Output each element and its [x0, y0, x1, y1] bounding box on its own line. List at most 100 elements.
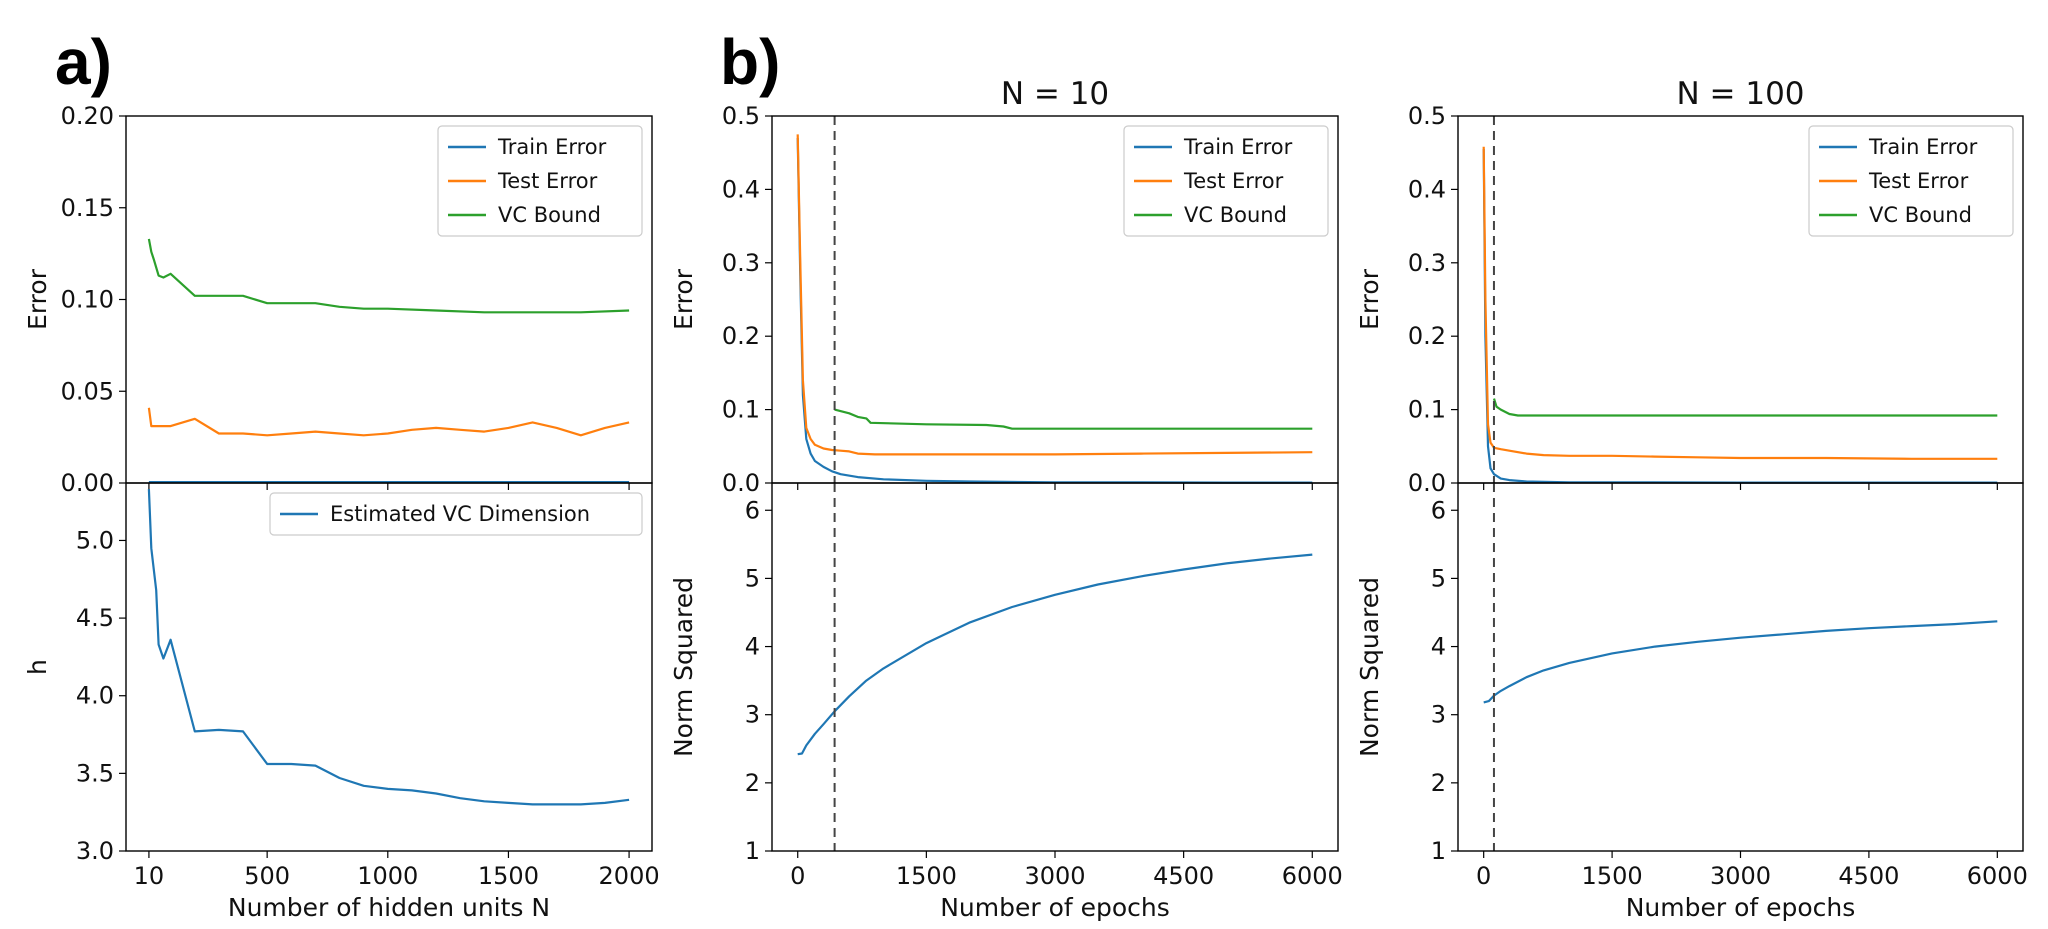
y-tick-label: 0.5 [722, 102, 760, 130]
subplot-a_bottom: 3.0 3.5 4.0 4.5 5.0 10 500 1000 1500 2000 Number o… [23, 482, 660, 922]
subplot-b10_bottom: 1 2 3 4 5 6 0 1500 3000 4500 6000 Number of epochs N… [669, 482, 1343, 922]
series-line-test-error [1482, 146, 1998, 460]
series-line-vc-bound [147, 238, 630, 314]
legend-entry: Test Error [497, 169, 598, 193]
legend: Train Error Test Error VC Bound [1123, 125, 1329, 237]
legend-box [437, 125, 643, 237]
y-tick-label: 4.5 [76, 604, 114, 632]
x-tick-label: 2000 [599, 862, 660, 890]
y-tick-label: 0.05 [61, 377, 114, 405]
chart-title: N = 100 [1676, 76, 1804, 112]
y-axis-label: Norm Squared [1355, 577, 1384, 757]
y-tick-label: 2 [745, 769, 760, 797]
y-tick-label: 0.00 [61, 469, 114, 497]
chart-title: N = 10 [1001, 76, 1109, 112]
y-tick-label: 0.0 [722, 469, 760, 497]
x-tick-label: 1500 [478, 862, 539, 890]
y-tick-label: 0.1 [1408, 396, 1446, 424]
y-tick-label: 6 [1431, 496, 1446, 524]
y-tick-label: 0.2 [1408, 322, 1446, 350]
y-tick-label: 3 [745, 701, 760, 729]
y-tick-label: 4 [745, 633, 760, 661]
x-tick-label: 1500 [1582, 862, 1643, 890]
y-tick-label: 5.0 [76, 526, 114, 554]
legend-entry: VC Bound [498, 203, 601, 227]
legend-entry: Train Error [1868, 135, 1978, 159]
x-axis-label: Number of epochs [940, 893, 1170, 922]
x-tick-label: 4500 [1153, 862, 1214, 890]
axes-frame [771, 482, 1339, 852]
panel-label-a: a) [55, 26, 112, 98]
y-tick-label: 5 [1431, 564, 1446, 592]
series-line-vc-bound [1492, 398, 1998, 417]
subplot-b10_top: 0.0 0.1 0.2 0.3 0.4 0.5 Error N = 10 Train Error… [669, 76, 1339, 497]
y-tick-label: 0.2 [722, 322, 760, 350]
y-tick-label: 5 [745, 564, 760, 592]
legend-box [269, 492, 643, 536]
y-tick-label: 6 [745, 496, 760, 524]
y-axis-label: h [23, 659, 52, 675]
x-tick-label: 1000 [357, 862, 418, 890]
legend-entry: Train Error [1183, 135, 1293, 159]
legend-box [1123, 125, 1329, 237]
x-tick-label: 4500 [1838, 862, 1899, 890]
y-tick-label: 0.10 [61, 286, 114, 314]
x-tick-label: 3000 [1710, 862, 1771, 890]
series-line-test-error [796, 134, 1313, 456]
legend-entry: Estimated VC Dimension [330, 502, 590, 526]
y-tick-label: 1 [1431, 837, 1446, 865]
legend: Estimated VC Dimension [269, 492, 643, 536]
y-tick-label: 0.4 [722, 175, 760, 203]
subplot-a_top: 0.00 0.05 0.10 0.15 0.20 Error Train Error Test… [23, 102, 653, 497]
y-axis-label: Error [1355, 268, 1384, 330]
series-line-norm-squared [1483, 620, 1998, 704]
x-axis-label: Number of hidden units N [228, 893, 550, 922]
legend-entry: Test Error [1183, 169, 1284, 193]
y-tick-label: 0.0 [1408, 469, 1446, 497]
x-tick-label: 0 [1476, 862, 1491, 890]
legend-entry: VC Bound [1184, 203, 1287, 227]
y-tick-label: 0.3 [722, 249, 760, 277]
y-tick-label: 0.3 [1408, 249, 1446, 277]
legend-entry: VC Bound [1869, 203, 1972, 227]
x-tick-label: 10 [134, 862, 165, 890]
y-tick-label: 0.4 [1408, 175, 1446, 203]
axes-frame [125, 482, 653, 852]
y-tick-label: 3 [1431, 701, 1446, 729]
y-tick-label: 4.0 [76, 682, 114, 710]
x-axis-label: Number of epochs [1626, 893, 1856, 922]
y-tick-label: 4 [1431, 633, 1446, 661]
legend-box [1808, 125, 2014, 237]
legend: Train Error Test Error VC Bound [437, 125, 643, 237]
y-tick-label: 1 [745, 837, 760, 865]
subplot-b100_bottom: 1 2 3 4 5 6 0 1500 3000 4500 6000 Number of epochs N… [1355, 482, 2028, 922]
x-tick-label: 1500 [896, 862, 957, 890]
y-tick-label: 0.5 [1408, 102, 1446, 130]
series-line-vc-bound [834, 408, 1313, 430]
panel-label-b: b) [720, 26, 780, 98]
y-tick-label: 0.15 [61, 194, 114, 222]
series-line-estimated-vc-dimension [147, 489, 630, 806]
legend: Train Error Test Error VC Bound [1808, 125, 2014, 237]
y-axis-label: Norm Squared [669, 577, 698, 757]
y-tick-label: 3.0 [76, 837, 114, 865]
x-tick-label: 500 [244, 862, 290, 890]
y-tick-label: 2 [1431, 769, 1446, 797]
axes-frame [1457, 482, 2024, 852]
x-tick-label: 6000 [1967, 862, 2028, 890]
x-tick-label: 3000 [1024, 862, 1085, 890]
legend-entry: Test Error [1868, 169, 1969, 193]
y-axis-label: Error [23, 268, 52, 330]
series-line-test-error [147, 407, 630, 437]
series-line-norm-squared [797, 553, 1313, 756]
x-tick-label: 0 [790, 862, 805, 890]
y-axis-label: Error [669, 268, 698, 330]
x-tick-label: 6000 [1282, 862, 1343, 890]
legend-entry: Train Error [497, 135, 607, 159]
y-tick-label: 0.20 [61, 102, 114, 130]
y-tick-label: 3.5 [76, 759, 114, 787]
y-tick-label: 0.1 [722, 396, 760, 424]
